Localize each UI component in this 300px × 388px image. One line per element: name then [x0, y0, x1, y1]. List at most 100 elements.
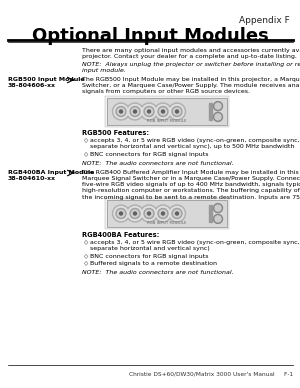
Circle shape — [140, 205, 158, 222]
Circle shape — [130, 106, 140, 116]
Circle shape — [214, 113, 223, 121]
FancyBboxPatch shape — [107, 98, 227, 125]
Circle shape — [131, 108, 139, 115]
Circle shape — [140, 103, 158, 120]
FancyBboxPatch shape — [105, 96, 229, 127]
Text: ◇: ◇ — [84, 261, 88, 266]
Text: Buffered signals to a remote destination: Buffered signals to a remote destination — [90, 261, 217, 266]
Text: RGB400BA Input Module: RGB400BA Input Module — [8, 170, 94, 175]
Circle shape — [176, 110, 178, 113]
Circle shape — [144, 208, 154, 218]
Circle shape — [214, 215, 223, 223]
Circle shape — [119, 110, 122, 113]
Text: input module.: input module. — [82, 68, 126, 73]
Circle shape — [173, 210, 181, 217]
Circle shape — [156, 206, 170, 220]
Circle shape — [148, 110, 151, 113]
Text: accepts 3, 4, or 5 wire RGB video (sync-on-green, composite sync, or: accepts 3, 4, or 5 wire RGB video (sync-… — [90, 138, 300, 143]
Text: The RGB400 Buffered Amplifier Input Module may be installed in this projector, i: The RGB400 Buffered Amplifier Input Modu… — [82, 170, 300, 175]
Text: signals from computers or other RGB source devices.: signals from computers or other RGB sour… — [82, 89, 250, 94]
FancyBboxPatch shape — [107, 200, 227, 227]
Circle shape — [142, 104, 156, 118]
Circle shape — [170, 104, 184, 118]
Circle shape — [131, 210, 139, 217]
Text: Marquee Signal Switcher or in a Marquee Case/Power Supply. Connect three-, four-: Marquee Signal Switcher or in a Marquee … — [82, 176, 300, 181]
Text: BNC connectors for RGB signal inputs: BNC connectors for RGB signal inputs — [90, 152, 208, 157]
Text: RGB INPUT MODULE: RGB INPUT MODULE — [147, 221, 187, 225]
Circle shape — [134, 212, 136, 215]
Text: ◇: ◇ — [84, 240, 88, 245]
Text: RGB INPUT MODULE: RGB INPUT MODULE — [147, 119, 187, 123]
Text: the incoming signal to be sent to a remote destination. Inputs are 75Ω terminate: the incoming signal to be sent to a remo… — [82, 194, 300, 200]
Circle shape — [130, 208, 140, 218]
Circle shape — [134, 110, 136, 113]
Circle shape — [169, 205, 185, 222]
Circle shape — [172, 106, 182, 116]
Text: NOTE:  The audio connectors are not functional.: NOTE: The audio connectors are not funct… — [82, 270, 234, 275]
Circle shape — [214, 204, 223, 213]
Circle shape — [116, 208, 126, 218]
Text: BNC connectors for RGB signal inputs: BNC connectors for RGB signal inputs — [90, 254, 208, 259]
Circle shape — [146, 210, 152, 217]
Text: RGB500 Input Module: RGB500 Input Module — [8, 77, 85, 82]
Circle shape — [160, 210, 167, 217]
Circle shape — [144, 106, 154, 116]
Circle shape — [170, 206, 184, 220]
Circle shape — [158, 208, 168, 218]
Circle shape — [160, 108, 167, 115]
Text: ◇: ◇ — [84, 254, 88, 259]
Circle shape — [127, 103, 143, 120]
Text: Switcher, or a Marquee Case/Power Supply. The module receives analog RGB input: Switcher, or a Marquee Case/Power Supply… — [82, 83, 300, 88]
Text: ◇: ◇ — [84, 152, 88, 157]
Text: accepts 3, 4, or 5 wire RGB video (sync-on-green, composite sync, or: accepts 3, 4, or 5 wire RGB video (sync-… — [90, 240, 300, 245]
Text: 38-804610-xx: 38-804610-xx — [8, 176, 56, 181]
Circle shape — [214, 102, 223, 111]
Circle shape — [154, 103, 172, 120]
Text: RGB400BA Features:: RGB400BA Features: — [82, 232, 159, 238]
Text: NOTE:  Always unplug the projector or switcher before installing or removing any: NOTE: Always unplug the projector or swi… — [82, 62, 300, 67]
Circle shape — [156, 104, 170, 118]
Circle shape — [215, 216, 221, 222]
Circle shape — [154, 205, 172, 222]
Text: separate horizontal and vertical sync): separate horizontal and vertical sync) — [90, 246, 210, 251]
Circle shape — [173, 108, 181, 115]
Circle shape — [172, 208, 182, 218]
Circle shape — [112, 205, 130, 222]
Circle shape — [169, 103, 185, 120]
Text: ◇: ◇ — [84, 138, 88, 143]
Text: 38-804606-xx: 38-804606-xx — [8, 83, 56, 88]
Text: five-wire RGB video signals of up to 400 MHz bandwidth, signals typically produc: five-wire RGB video signals of up to 400… — [82, 182, 300, 187]
Text: separate horizontal and vertical sync), up to 500 MHz bandwidth: separate horizontal and vertical sync), … — [90, 144, 294, 149]
Circle shape — [114, 206, 128, 220]
Text: There are many optional input modules and accessories currently available for th: There are many optional input modules an… — [82, 48, 300, 53]
Circle shape — [119, 212, 122, 215]
Circle shape — [161, 110, 164, 113]
Circle shape — [148, 212, 151, 215]
Text: Appendix F: Appendix F — [239, 16, 290, 25]
FancyBboxPatch shape — [105, 198, 229, 229]
Bar — [209, 103, 212, 120]
Text: RGB500 Features:: RGB500 Features: — [82, 130, 149, 136]
Circle shape — [128, 206, 142, 220]
Circle shape — [118, 108, 124, 115]
Text: projector. Contact your dealer for a complete and up-to-date listing.: projector. Contact your dealer for a com… — [82, 54, 297, 59]
Circle shape — [215, 103, 221, 109]
Text: Christie DS+60/DW30/Matrix 3000 User's Manual     F-1: Christie DS+60/DW30/Matrix 3000 User's M… — [129, 371, 293, 376]
Circle shape — [114, 104, 128, 118]
Circle shape — [158, 106, 168, 116]
Text: NOTE:  The audio connectors are not functional.: NOTE: The audio connectors are not funct… — [82, 161, 234, 166]
Circle shape — [112, 103, 130, 120]
Circle shape — [215, 205, 221, 211]
Circle shape — [127, 205, 143, 222]
Circle shape — [118, 210, 124, 217]
Circle shape — [142, 206, 156, 220]
Bar — [209, 205, 212, 222]
Text: high-resolution computer or workstations. The buffering capability of the module: high-resolution computer or workstations… — [82, 188, 300, 193]
Circle shape — [176, 212, 178, 215]
Circle shape — [215, 114, 221, 120]
Text: The RGB500 Input Module may be installed in this projector, a Marquee Signal: The RGB500 Input Module may be installed… — [82, 77, 300, 82]
Circle shape — [161, 212, 164, 215]
Circle shape — [128, 104, 142, 118]
Text: Optional Input Modules: Optional Input Modules — [32, 27, 268, 45]
Circle shape — [146, 108, 152, 115]
